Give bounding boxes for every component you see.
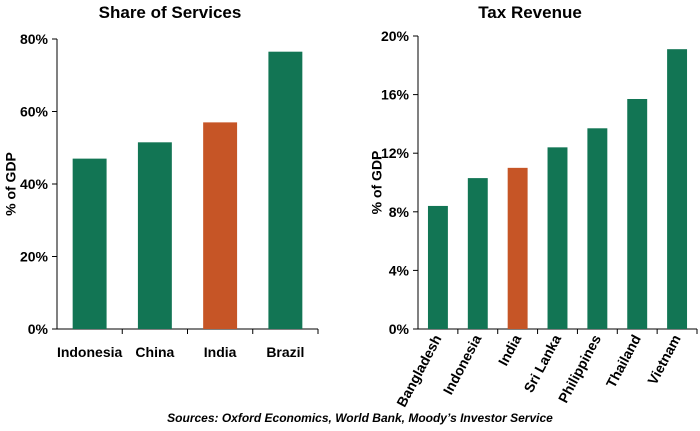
y-tick-label: 20% — [20, 249, 49, 265]
bar-philippines — [587, 128, 608, 329]
x-category-label: Vietnam — [644, 332, 684, 387]
y-axis-label: % of GDP — [369, 151, 385, 215]
bar-india — [203, 122, 238, 329]
bar-thailand — [627, 98, 648, 330]
y-tick-label: 16% — [381, 87, 410, 103]
x-category-label: Brazil — [266, 344, 304, 360]
y-tick-label: 0% — [389, 321, 410, 337]
bar-india — [507, 167, 528, 329]
chart-tax-revenue: Tax Revenue % of GDP 0% 4% 8% 12% 16% 20% Bangla… — [369, 3, 698, 410]
chart-share-of-services: Share of Services % of GDP 0% 20% 40% 60% 80% I… — [3, 3, 319, 360]
x-category-label: China — [135, 344, 174, 360]
x-category-label: Sri Lanka — [520, 332, 564, 395]
bar-indonesia — [72, 158, 107, 329]
y-tick-label: 80% — [20, 31, 49, 47]
y-tick-label: 20% — [381, 28, 410, 44]
bar-brazil — [268, 51, 303, 329]
bar-bangladesh — [427, 205, 448, 329]
x-category-label: India — [204, 344, 237, 360]
bar-china — [137, 142, 172, 329]
x-category-label: Bangladesh — [393, 332, 444, 410]
x-category-label: Thailand — [603, 332, 644, 390]
bar-vietnam — [667, 49, 688, 330]
chart-title: Tax Revenue — [478, 3, 582, 22]
y-tick-label: 60% — [20, 104, 49, 120]
y-tick-label: 8% — [389, 204, 410, 220]
y-tick-label: 40% — [20, 176, 49, 192]
x-category-label: India — [495, 332, 525, 369]
y-tick-label: 0% — [28, 321, 49, 337]
bar-sri-lanka — [547, 147, 568, 329]
chart-title: Share of Services — [99, 3, 242, 22]
y-tick-label: 4% — [389, 262, 410, 278]
y-axis-label: % of GDP — [3, 152, 19, 216]
x-category-label: Indonesia — [440, 332, 485, 397]
source-note: Sources: Oxford Economics, World Bank, M… — [167, 411, 553, 425]
x-category-label: Indonesia — [57, 344, 123, 360]
bar-indonesia — [467, 178, 488, 329]
y-tick-label: 12% — [381, 145, 410, 161]
